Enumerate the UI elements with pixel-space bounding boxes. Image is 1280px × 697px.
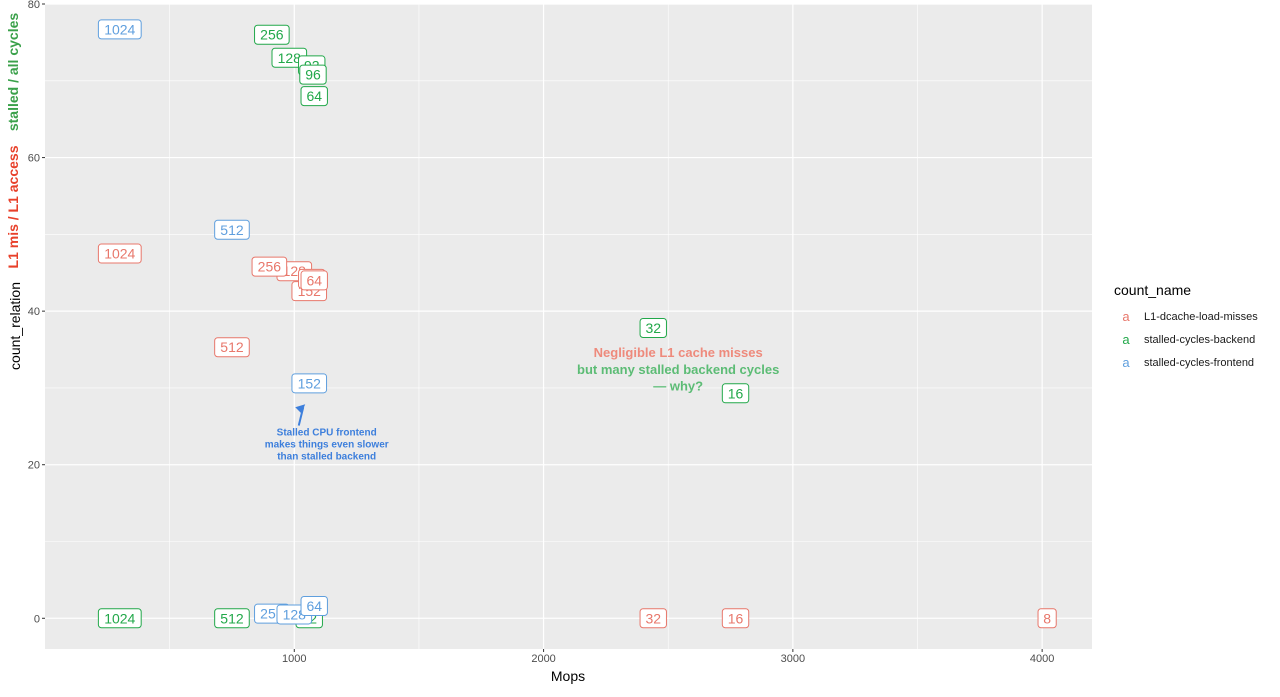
grid-lines (45, 3, 1092, 649)
data-point: 512 (214, 337, 250, 358)
data-point-box (214, 337, 250, 358)
data-point-label: 152 (298, 375, 322, 391)
data-point-box (300, 270, 328, 291)
data-point-box (299, 64, 327, 85)
data-point-box (639, 608, 667, 629)
data-point-box (639, 318, 667, 339)
legend-label: stalled-cycles-backend (1144, 334, 1255, 346)
data-point-label: 1024 (104, 21, 135, 37)
data-point: 8 (1037, 608, 1057, 629)
legend-title: count_name (1114, 282, 1191, 298)
data-point: 64 (300, 596, 328, 616)
data-point-label: 16 (728, 610, 744, 626)
data-point-label: 8 (1043, 610, 1051, 626)
y-tick-label: 0 (34, 613, 40, 625)
data-point: 256 (251, 256, 288, 277)
data-point: 512 (214, 608, 250, 629)
x-tick-label: 3000 (781, 653, 805, 665)
data-point-box (214, 219, 250, 240)
x-tick-label: 1000 (282, 653, 306, 665)
legend-label: L1-dcache-load-misses (1144, 311, 1258, 323)
data-point: 96 (299, 64, 327, 85)
data-point-box (721, 608, 750, 629)
data-point-label: 64 (306, 272, 322, 288)
annotation-text: Negligible L1 cache misses (594, 345, 763, 360)
legend-label: stalled-cycles-frontend (1144, 357, 1254, 369)
annotation-text: but many stalled backend cycles (577, 362, 779, 377)
y-axis-overlay-l1: L1 mis / L1 access (5, 145, 21, 268)
data-point-box (97, 19, 142, 40)
data-point: 16 (721, 608, 750, 629)
data-point: 1024 (97, 608, 142, 629)
data-point-label: 512 (220, 610, 244, 626)
data-points: 1024512128256152966432168102451225612892… (97, 19, 1057, 629)
annotation-text: Stalled CPU frontend (277, 428, 377, 439)
data-point: 16 (721, 383, 750, 404)
data-point-box (97, 243, 142, 264)
y-axis-overlay-stalled: stalled / all cycles (5, 13, 21, 132)
data-point-label: 1024 (104, 610, 135, 626)
data-point: 32 (639, 318, 667, 339)
x-axis-title: Mops (551, 668, 585, 684)
data-point-label: 16 (728, 385, 744, 401)
data-point-box (251, 256, 288, 277)
data-point: 1024 (97, 243, 142, 264)
data-point-label: 32 (645, 610, 661, 626)
data-point-label: 128 (278, 50, 302, 66)
x-tick-label: 4000 (1030, 653, 1054, 665)
data-point-box (291, 373, 328, 394)
axis-ticks: 1000 2000 3000 4000 0 20 40 60 80 (28, 0, 1055, 665)
data-point-box (214, 608, 250, 629)
x-tick-label: 2000 (531, 653, 555, 665)
annotation-text: — why? (653, 379, 703, 394)
data-point: 64 (300, 270, 328, 291)
y-axis-title: count_relation (7, 282, 23, 370)
y-tick-label: 80 (28, 0, 40, 11)
legend: count_name a L1-dcache-load-misses a stalle… (1114, 282, 1258, 370)
y-tick-label: 20 (28, 460, 40, 472)
legend-key: a (1122, 309, 1130, 324)
data-point-label: 1024 (104, 246, 135, 262)
data-point: 512 (214, 219, 250, 240)
data-point-box (97, 608, 142, 629)
data-point-box (300, 86, 328, 107)
data-point: 32 (639, 608, 667, 629)
data-point-label: 96 (305, 67, 321, 83)
data-point-label: 256 (258, 259, 282, 275)
data-point-label: 512 (220, 222, 244, 238)
legend-key: a (1122, 355, 1130, 370)
data-point-label: 512 (220, 339, 244, 355)
data-point-label: 32 (645, 320, 661, 336)
data-point-label: 64 (306, 88, 322, 104)
data-point-box (300, 596, 328, 616)
data-point-label: 256 (260, 27, 284, 43)
annotation-text: than stalled backend (277, 452, 376, 463)
data-point-label: 64 (306, 598, 322, 614)
annotation-arrow-head (295, 404, 306, 414)
data-point: 152 (291, 373, 328, 394)
data-point-box (721, 383, 750, 404)
data-point: 256 (254, 24, 290, 45)
plot-panel (45, 4, 1092, 649)
y-tick-label: 60 (28, 153, 40, 165)
data-point-box (1037, 608, 1057, 629)
legend-items: a L1-dcache-load-misses a stalled-cycles-ba… (1122, 309, 1258, 370)
annotation-text: makes things even slower (265, 440, 389, 451)
data-point: 128 (271, 47, 308, 68)
data-point: 1024 (97, 19, 142, 40)
legend-key: a (1122, 332, 1130, 347)
y-tick-label: 40 (28, 306, 40, 318)
data-point-label: 128 (283, 606, 307, 622)
data-point-box (254, 24, 290, 45)
data-point: 64 (300, 86, 328, 107)
